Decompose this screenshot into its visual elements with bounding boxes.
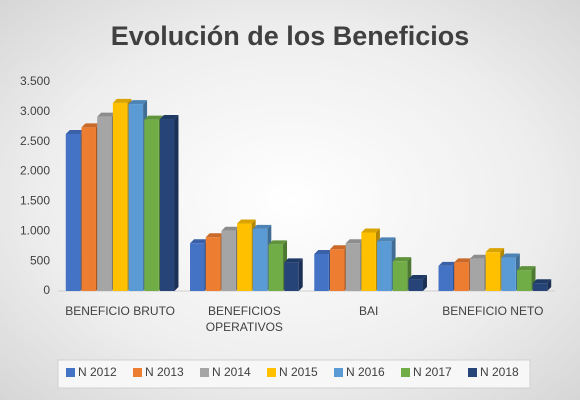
bar-top bbox=[252, 224, 272, 229]
bar-top bbox=[485, 248, 505, 253]
legend-label: N 2012 bbox=[78, 365, 117, 379]
bar bbox=[128, 104, 144, 291]
legend-label: N 2017 bbox=[413, 365, 452, 379]
bar-top bbox=[408, 275, 427, 280]
bar-top bbox=[361, 228, 380, 233]
bar bbox=[112, 102, 128, 292]
y-tick-label: 500 bbox=[30, 253, 50, 267]
bar-top bbox=[97, 112, 116, 117]
bar bbox=[252, 228, 268, 291]
bar-top bbox=[284, 258, 303, 263]
bar bbox=[408, 279, 423, 291]
legend-label: N 2018 bbox=[480, 365, 519, 379]
y-tick-label: 1.000 bbox=[20, 223, 50, 237]
bar-top bbox=[112, 98, 132, 103]
bar bbox=[485, 252, 501, 291]
bar-top bbox=[438, 261, 458, 266]
x-tick-label: BENEFICIO BRUTO bbox=[65, 304, 176, 318]
y-tick-label: 2.500 bbox=[20, 134, 50, 148]
bar-side bbox=[547, 279, 552, 291]
bar bbox=[345, 243, 361, 291]
bar bbox=[469, 258, 485, 291]
bar bbox=[454, 262, 469, 291]
bar bbox=[377, 241, 392, 291]
legend-swatch bbox=[401, 368, 410, 377]
bar-top bbox=[128, 100, 148, 105]
bar-top bbox=[454, 258, 473, 263]
x-tick-label: BAI bbox=[358, 304, 379, 318]
bar bbox=[159, 119, 175, 291]
bar bbox=[221, 230, 236, 291]
legend-swatch bbox=[66, 368, 75, 377]
legend-swatch bbox=[468, 368, 477, 377]
bar-top bbox=[329, 245, 349, 250]
legend-swatch bbox=[267, 368, 276, 377]
bar bbox=[438, 265, 454, 291]
bar-top bbox=[268, 240, 288, 245]
bar bbox=[361, 232, 376, 291]
legend-label: N 2015 bbox=[279, 365, 318, 379]
legend-swatch bbox=[200, 368, 209, 377]
y-tick-label: 2.000 bbox=[20, 164, 50, 178]
bar-side bbox=[422, 275, 427, 291]
bar-top bbox=[501, 253, 520, 258]
y-tick-label: 3.000 bbox=[20, 104, 50, 118]
bar-top bbox=[314, 249, 333, 254]
bar-top bbox=[190, 239, 209, 244]
bar-top bbox=[392, 257, 412, 262]
bar bbox=[237, 223, 252, 291]
bar-top bbox=[144, 115, 163, 120]
bar bbox=[501, 257, 516, 291]
bar bbox=[532, 283, 548, 291]
bar bbox=[144, 119, 159, 292]
bar bbox=[97, 116, 112, 292]
bar-side bbox=[298, 258, 303, 291]
y-tick-label: 3.500 bbox=[20, 74, 50, 88]
bar-top bbox=[377, 237, 396, 242]
chart-title: Evolución de los Beneficios bbox=[111, 21, 470, 51]
bar-top bbox=[532, 279, 552, 284]
bar-top bbox=[237, 219, 256, 224]
bar bbox=[268, 244, 284, 291]
bar bbox=[517, 270, 532, 291]
bar bbox=[284, 262, 299, 291]
bar bbox=[392, 261, 408, 291]
bar bbox=[190, 243, 205, 291]
x-tick-label: BENEFICIO NETO bbox=[442, 304, 544, 318]
x-tick-label: BENEFICIOS OPERATIVOS bbox=[205, 304, 283, 334]
legend-label: N 2013 bbox=[145, 365, 184, 379]
bar bbox=[205, 237, 221, 291]
legend-label: N 2016 bbox=[346, 365, 385, 379]
y-tick-label: 1.500 bbox=[20, 194, 50, 208]
bar-side bbox=[174, 115, 179, 291]
bar-top bbox=[469, 254, 489, 259]
bar bbox=[329, 249, 345, 291]
y-tick-label: 0 bbox=[43, 283, 50, 297]
bar-top bbox=[517, 266, 536, 271]
bar-top bbox=[65, 129, 85, 134]
bar bbox=[65, 133, 81, 291]
bar-top bbox=[345, 239, 365, 244]
bar-top bbox=[81, 123, 100, 128]
bar bbox=[81, 127, 96, 291]
legend-label: N 2014 bbox=[212, 365, 251, 379]
legend-swatch bbox=[334, 368, 343, 377]
legend-swatch bbox=[133, 368, 142, 377]
bar-top bbox=[159, 115, 179, 120]
bar-top bbox=[205, 233, 225, 238]
bar bbox=[314, 253, 329, 291]
bar-top bbox=[221, 226, 240, 231]
